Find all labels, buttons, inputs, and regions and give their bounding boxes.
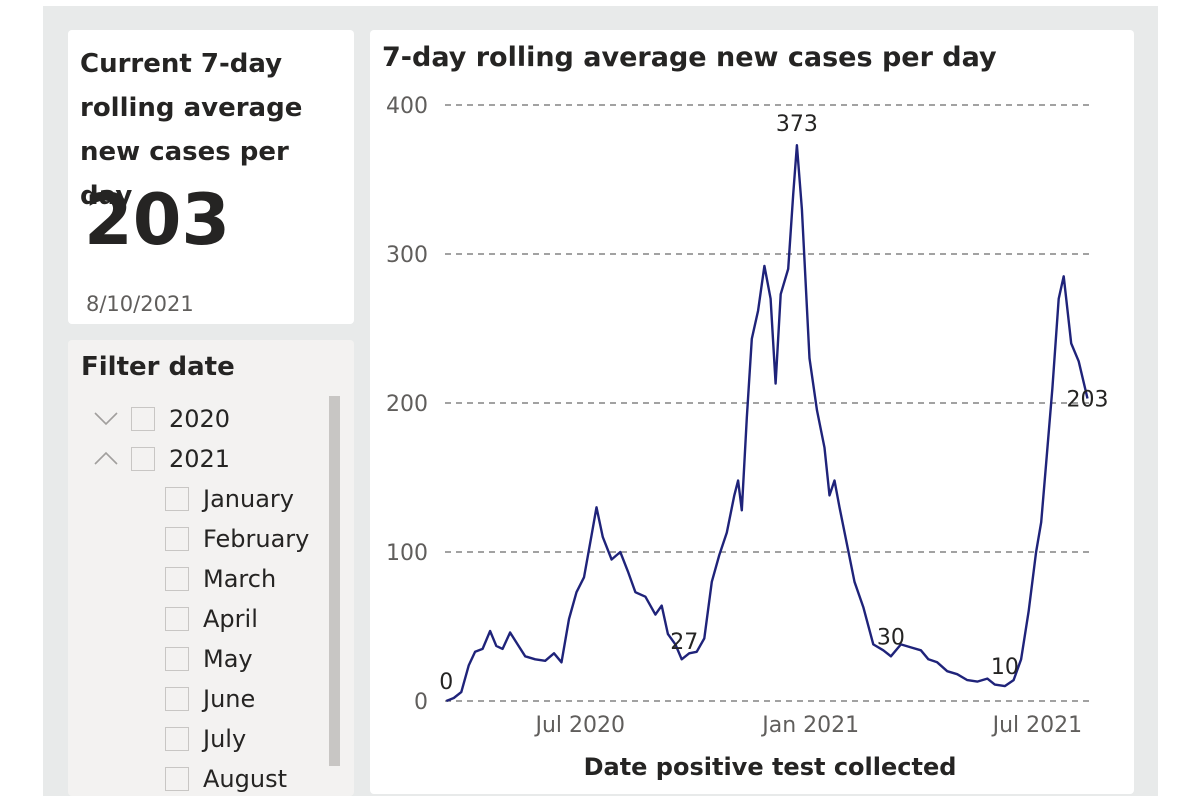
- checkbox-march[interactable]: [165, 567, 189, 591]
- month-label: April: [203, 605, 258, 633]
- data-label: 30: [877, 625, 905, 650]
- month-row-march[interactable]: March: [165, 562, 276, 596]
- y-tick-label: 100: [386, 541, 428, 566]
- data-label: 10: [991, 655, 1019, 680]
- month-label: March: [203, 565, 277, 593]
- month-row-january[interactable]: January: [165, 482, 294, 516]
- month-label: June: [203, 685, 256, 713]
- year-label: 2021: [169, 445, 231, 473]
- year-row-2021[interactable]: 2021: [93, 442, 230, 476]
- checkbox-july[interactable]: [165, 727, 189, 751]
- y-tick-label: 400: [386, 94, 428, 119]
- month-label: July: [203, 725, 247, 753]
- x-axis-title: Date positive test collected: [584, 753, 957, 781]
- date-filter-slicer: Filter date 2020 2021 January February M…: [68, 340, 354, 796]
- month-label: January: [203, 485, 294, 513]
- checkbox-june[interactable]: [165, 687, 189, 711]
- chart-title: 7-day rolling average new cases per day: [382, 42, 997, 73]
- month-row-april[interactable]: April: [165, 602, 258, 636]
- x-tick-label: Jul 2021: [991, 713, 1083, 738]
- checkbox-january[interactable]: [165, 487, 189, 511]
- kpi-title: Current 7-day rolling average new cases …: [80, 49, 303, 211]
- kpi-value: 203: [84, 179, 231, 261]
- data-label: 373: [776, 112, 818, 137]
- month-label: February: [203, 525, 310, 553]
- month-label: May: [203, 645, 253, 673]
- series-line: [445, 144, 1089, 703]
- checkbox-august[interactable]: [165, 767, 189, 791]
- checkbox-2020[interactable]: [131, 407, 155, 431]
- month-label: August: [203, 765, 287, 793]
- chevron-down-icon[interactable]: [93, 408, 119, 430]
- kpi-card: Current 7-day rolling average new cases …: [68, 30, 354, 324]
- month-row-june[interactable]: June: [165, 682, 255, 716]
- x-tick-label: Jan 2021: [760, 713, 859, 738]
- checkbox-april[interactable]: [165, 607, 189, 631]
- year-label: 2020: [169, 405, 231, 433]
- checkbox-may[interactable]: [165, 647, 189, 671]
- chart-card: 7-day rolling average new cases per day …: [370, 30, 1134, 794]
- filter-title: Filter date: [81, 352, 235, 382]
- month-row-may[interactable]: May: [165, 642, 253, 676]
- month-row-august[interactable]: August: [165, 762, 287, 796]
- month-row-july[interactable]: July: [165, 722, 246, 756]
- checkbox-february[interactable]: [165, 527, 189, 551]
- filter-scrollbar[interactable]: [329, 396, 340, 766]
- chevron-up-icon[interactable]: [93, 448, 119, 470]
- data-label: 27: [670, 630, 698, 655]
- data-label: 203: [1066, 388, 1108, 413]
- y-tick-label: 0: [414, 690, 428, 715]
- checkbox-2021[interactable]: [131, 447, 155, 471]
- y-tick-label: 300: [386, 243, 428, 268]
- month-row-february[interactable]: February: [165, 522, 309, 556]
- kpi-date: 8/10/2021: [86, 292, 194, 316]
- data-label: 0: [439, 670, 453, 695]
- y-tick-label: 200: [386, 392, 428, 417]
- year-row-2020[interactable]: 2020: [93, 402, 230, 436]
- x-tick-label: Jul 2020: [533, 713, 625, 738]
